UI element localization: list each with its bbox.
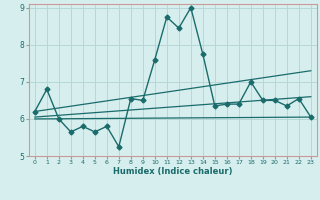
X-axis label: Humidex (Indice chaleur): Humidex (Indice chaleur)	[113, 167, 233, 176]
